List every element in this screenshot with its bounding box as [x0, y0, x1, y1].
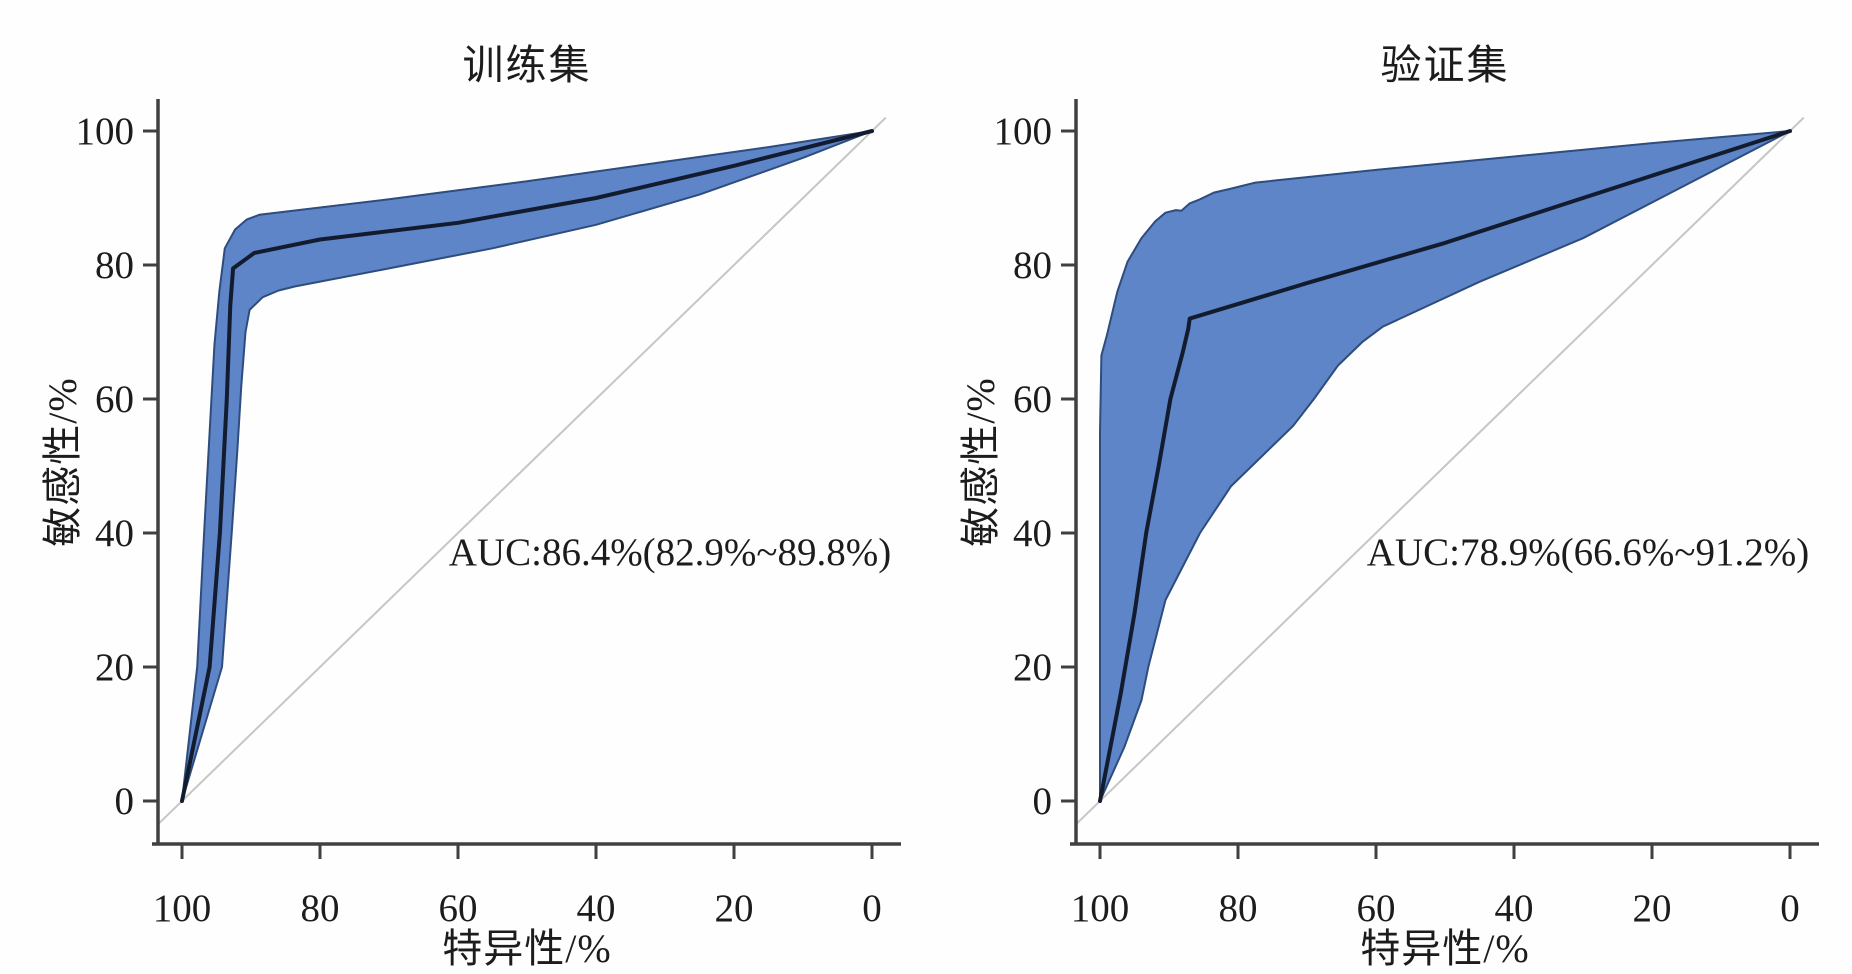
- auc-annotation-training: AUC:86.4%(82.9%~89.8%): [448, 531, 892, 574]
- x-tick-label: 100: [153, 887, 212, 930]
- x-tick-label: 60: [1357, 887, 1396, 930]
- y-tick-label: 80: [95, 244, 134, 287]
- x-tick-label: 60: [439, 887, 478, 930]
- x-tick-label: 40: [1495, 887, 1534, 930]
- y-tick-label: 60: [95, 378, 134, 421]
- x-tick-label: 20: [1633, 887, 1672, 930]
- y-tick-label: 20: [1013, 646, 1052, 689]
- x-tick-label: 100: [1071, 887, 1130, 930]
- y-tick-label: 60: [1013, 378, 1052, 421]
- x-tick-label: 80: [1219, 887, 1258, 930]
- confidence-band: [1099, 130, 1791, 802]
- diagonal-reference-line: [157, 116, 887, 826]
- y-tick-label: 0: [115, 780, 135, 823]
- y-tick-label: 100: [994, 110, 1053, 153]
- y-tick-label: 100: [76, 110, 135, 153]
- roc-curve: [180, 129, 874, 803]
- y-axis-label-training: 敏感性/%: [40, 377, 85, 547]
- auc-annotation-validation: AUC:78.9%(66.6%~91.2%): [1366, 531, 1810, 574]
- y-tick-label: 40: [1013, 512, 1052, 555]
- chart-title-validation: 验证集: [1380, 42, 1510, 88]
- y-tick-label: 0: [1033, 780, 1053, 823]
- y-tick-label: 40: [95, 512, 134, 555]
- y-tick-label: 20: [95, 646, 134, 689]
- roc-curve: [1098, 129, 1792, 803]
- x-axis-label-training: 特异性/%: [442, 926, 612, 971]
- x-tick-label: 0: [1780, 887, 1800, 930]
- x-tick-label: 0: [862, 887, 882, 930]
- chart-title-training: 训练集: [462, 42, 592, 88]
- confidence-band: [181, 130, 873, 802]
- y-tick-label: 80: [1013, 244, 1052, 287]
- x-tick-label: 80: [301, 887, 340, 930]
- diagonal-reference-line: [1075, 116, 1805, 826]
- x-tick-label: 20: [715, 887, 754, 930]
- y-axis-label-validation: 敏感性/%: [958, 377, 1003, 547]
- x-axis-label-validation: 特异性/%: [1360, 926, 1530, 971]
- x-tick-label: 40: [577, 887, 616, 930]
